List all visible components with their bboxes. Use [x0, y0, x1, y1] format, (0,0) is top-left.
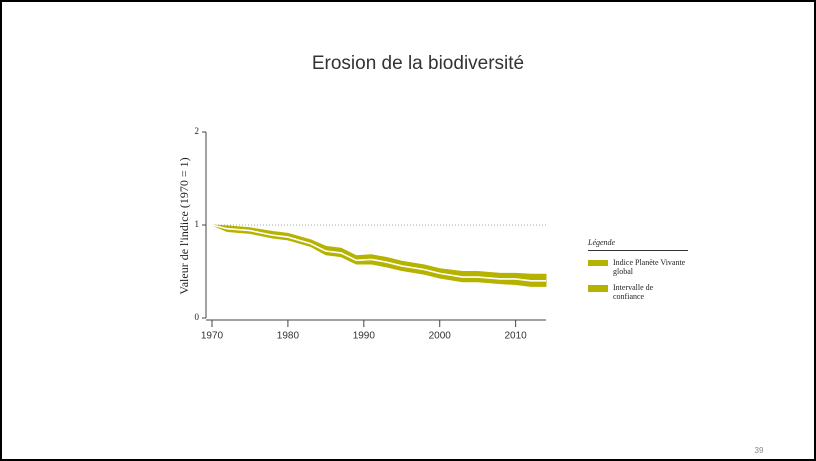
legend-swatch — [588, 260, 608, 266]
index-line — [211, 224, 546, 282]
legend-swatch — [588, 285, 608, 292]
confidence-band — [211, 224, 547, 287]
legend-title: Légende — [588, 238, 688, 251]
chart-title: Erosion de la biodiversité — [312, 53, 524, 74]
page-number: 39 — [755, 446, 764, 455]
x-tick-label: 1990 — [353, 331, 376, 342]
x-tick-label: 1980 — [277, 331, 300, 342]
x-tick-label: 2010 — [505, 331, 528, 342]
x-tick-label: 2000 — [429, 331, 452, 342]
legend-label: Intervalle de confiance — [613, 283, 654, 301]
y-tick-label: 1 — [195, 219, 200, 229]
y-axis-label: Valeur de l'indice (1970 = 1) — [177, 157, 191, 294]
y-tick-label: 0 — [195, 312, 200, 322]
legend-label: Indice Planète Vivante global — [613, 258, 686, 276]
x-tick-label: 1970 — [201, 331, 224, 342]
y-tick-label: 2 — [195, 126, 200, 136]
